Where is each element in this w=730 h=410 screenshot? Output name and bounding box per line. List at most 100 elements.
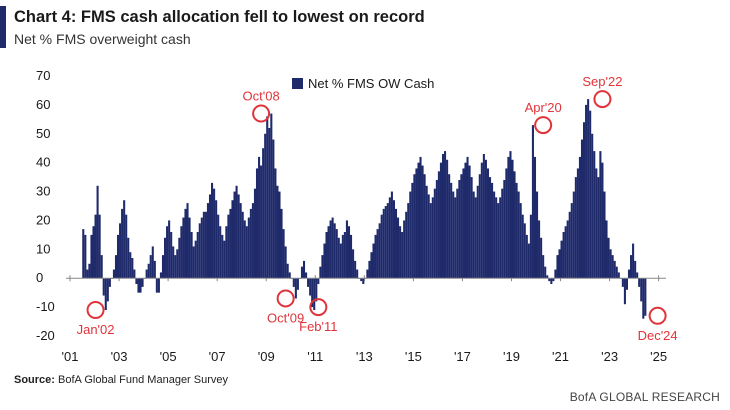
bar xyxy=(119,223,122,279)
bar xyxy=(161,255,165,279)
bar xyxy=(114,255,118,279)
bar xyxy=(211,182,214,279)
bar xyxy=(486,168,490,279)
bar xyxy=(423,174,426,279)
bar xyxy=(172,246,175,279)
bar xyxy=(317,278,320,284)
bar xyxy=(630,255,633,279)
bar xyxy=(458,180,461,279)
y-tick-label: 10 xyxy=(36,241,50,256)
bar xyxy=(507,156,510,279)
bar xyxy=(278,191,281,279)
bar xyxy=(378,223,381,279)
bar xyxy=(192,246,195,279)
bar xyxy=(495,197,498,279)
bar xyxy=(307,278,310,287)
bar xyxy=(335,229,338,279)
bar xyxy=(523,223,526,279)
title-accent-bar xyxy=(0,6,6,48)
bar xyxy=(638,278,641,287)
bar xyxy=(168,220,171,279)
bar xyxy=(470,177,473,279)
bar xyxy=(407,203,410,279)
bar xyxy=(305,272,308,279)
bar xyxy=(460,174,463,279)
bar xyxy=(427,194,430,279)
bar xyxy=(572,191,575,279)
bar xyxy=(556,255,559,279)
bar xyxy=(253,188,257,279)
bar xyxy=(149,255,152,279)
y-tick-label: 70 xyxy=(36,68,50,83)
bar xyxy=(468,165,471,279)
bar xyxy=(233,191,236,279)
bar xyxy=(401,232,404,279)
bar xyxy=(519,203,522,279)
bar xyxy=(570,203,573,279)
bar xyxy=(552,278,555,282)
bar xyxy=(84,234,87,279)
bar xyxy=(217,214,220,279)
bar xyxy=(241,211,244,279)
bar xyxy=(505,168,508,279)
bar xyxy=(515,182,518,279)
bar xyxy=(583,122,586,279)
bar xyxy=(200,217,203,279)
annotation-circle xyxy=(593,90,612,109)
bar xyxy=(206,203,209,279)
bar xyxy=(435,180,438,279)
bar xyxy=(466,156,469,279)
bar xyxy=(372,243,375,279)
bar xyxy=(585,104,588,279)
bar xyxy=(439,162,442,279)
bar xyxy=(184,208,187,279)
bar xyxy=(419,156,422,279)
bar xyxy=(321,255,324,279)
bar xyxy=(258,156,261,279)
bar xyxy=(327,226,330,279)
bar xyxy=(349,234,353,279)
bar xyxy=(589,110,592,279)
bar xyxy=(323,243,326,279)
bar xyxy=(245,226,248,279)
bar xyxy=(329,220,332,279)
x-tick-label: '21 xyxy=(552,349,569,364)
bar xyxy=(390,191,393,279)
bar xyxy=(362,278,365,284)
bar xyxy=(86,269,89,279)
y-tick-label: 30 xyxy=(36,184,50,199)
bar xyxy=(464,162,467,279)
bar xyxy=(578,156,581,279)
chart-title: Chart 4: FMS cash allocation fell to low… xyxy=(14,8,425,26)
bar xyxy=(491,182,494,279)
bar xyxy=(96,185,99,279)
bar xyxy=(268,128,271,279)
bar xyxy=(599,151,602,279)
bar xyxy=(274,168,277,279)
bar xyxy=(104,278,107,310)
bar xyxy=(601,162,604,279)
bar xyxy=(180,226,183,279)
bar xyxy=(613,260,616,279)
bar xyxy=(374,234,377,279)
bar xyxy=(100,255,103,279)
bar xyxy=(488,177,492,279)
bar xyxy=(605,220,608,279)
y-tick-label: -10 xyxy=(36,299,55,314)
bar xyxy=(550,278,553,284)
bar xyxy=(527,243,530,279)
bar xyxy=(540,237,543,279)
bar xyxy=(135,278,138,284)
bar xyxy=(642,278,645,319)
bar xyxy=(538,220,541,279)
bar xyxy=(452,191,455,279)
bar xyxy=(341,234,344,279)
bar xyxy=(566,220,569,279)
bar xyxy=(384,206,387,279)
bar xyxy=(178,237,181,279)
bar xyxy=(102,278,105,296)
bar xyxy=(568,211,571,279)
bar xyxy=(431,197,434,279)
y-tick-label: 60 xyxy=(36,97,50,112)
bar xyxy=(249,208,252,279)
